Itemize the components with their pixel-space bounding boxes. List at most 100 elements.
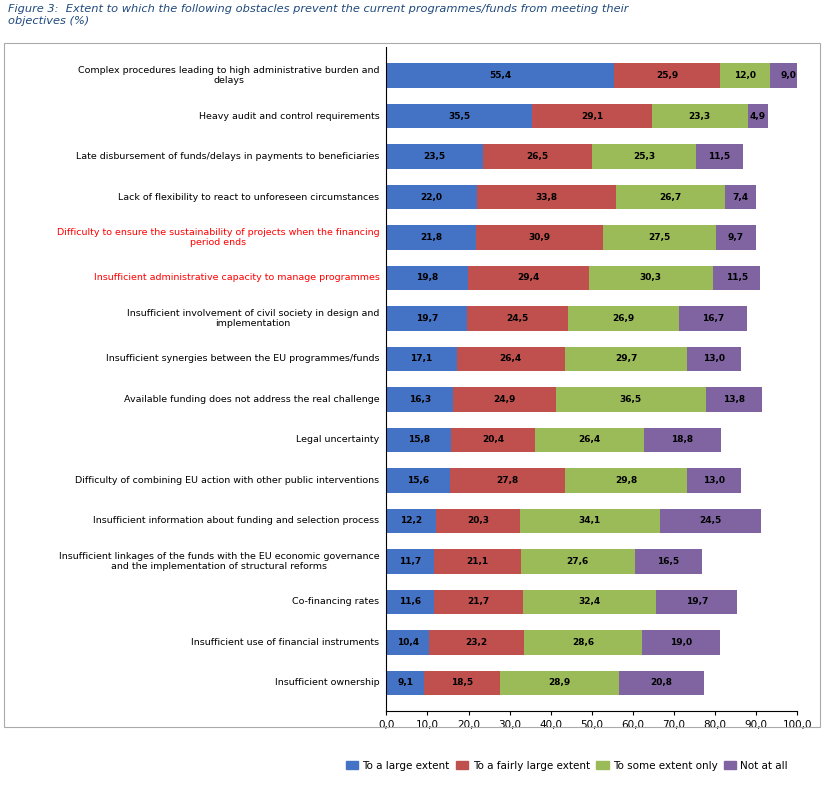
Bar bbox=[652, 104, 747, 128]
Bar bbox=[500, 670, 618, 695]
Text: 55,4: 55,4 bbox=[489, 71, 511, 80]
Bar bbox=[386, 145, 483, 169]
Bar bbox=[386, 509, 436, 533]
Bar bbox=[386, 64, 614, 88]
Bar bbox=[556, 387, 705, 412]
Text: 11,6: 11,6 bbox=[399, 597, 421, 607]
Bar bbox=[451, 428, 535, 452]
Bar bbox=[386, 226, 476, 250]
Bar bbox=[434, 549, 521, 574]
Text: Lack of flexibility to react to unforeseen circumstances: Lack of flexibility to react to unforese… bbox=[118, 193, 380, 201]
Text: 29,4: 29,4 bbox=[517, 274, 539, 282]
Bar bbox=[386, 104, 532, 128]
Bar bbox=[568, 307, 678, 331]
Bar bbox=[429, 630, 524, 655]
Text: Complex procedures leading to high administrative burden and
delays: Complex procedures leading to high admin… bbox=[78, 66, 380, 85]
Bar bbox=[424, 670, 500, 695]
Text: 36,5: 36,5 bbox=[620, 395, 642, 404]
Text: 20,8: 20,8 bbox=[650, 678, 672, 688]
Bar bbox=[725, 185, 756, 209]
Text: Insufficient use of financial instruments: Insufficient use of financial instrument… bbox=[192, 638, 380, 647]
Bar bbox=[436, 509, 520, 533]
Bar bbox=[532, 104, 652, 128]
Bar bbox=[521, 549, 635, 574]
Bar bbox=[716, 226, 755, 250]
Text: 26,4: 26,4 bbox=[578, 435, 601, 445]
Bar bbox=[747, 104, 768, 128]
Bar bbox=[468, 266, 589, 290]
Text: 26,4: 26,4 bbox=[500, 354, 522, 363]
Text: Figure 3:  Extent to which the following obstacles prevent the current programme: Figure 3: Extent to which the following … bbox=[8, 4, 629, 25]
Text: Insufficient linkages of the funds with the EU economic governance
and the imple: Insufficient linkages of the funds with … bbox=[58, 552, 380, 571]
Bar bbox=[535, 428, 644, 452]
Bar bbox=[616, 185, 725, 209]
Bar bbox=[524, 630, 642, 655]
Text: 22,0: 22,0 bbox=[421, 193, 442, 201]
Bar bbox=[769, 64, 807, 88]
Text: 33,8: 33,8 bbox=[535, 193, 557, 201]
Text: 19,8: 19,8 bbox=[416, 274, 438, 282]
Text: 4,9: 4,9 bbox=[750, 112, 766, 120]
Text: 9,1: 9,1 bbox=[397, 678, 413, 688]
Text: 20,3: 20,3 bbox=[467, 516, 489, 526]
Bar bbox=[386, 185, 477, 209]
Text: 29,1: 29,1 bbox=[581, 112, 603, 120]
Text: 27,5: 27,5 bbox=[649, 233, 671, 242]
Text: Insufficient ownership: Insufficient ownership bbox=[275, 678, 380, 688]
Text: 25,3: 25,3 bbox=[633, 152, 655, 161]
Bar bbox=[687, 468, 741, 493]
Text: 13,8: 13,8 bbox=[723, 395, 745, 404]
Text: 21,1: 21,1 bbox=[467, 557, 489, 566]
Text: 11,7: 11,7 bbox=[399, 557, 422, 566]
Bar bbox=[520, 509, 660, 533]
Text: Late disbursement of funds/delays in payments to beneficiaries: Late disbursement of funds/delays in pay… bbox=[76, 152, 380, 161]
Bar bbox=[477, 185, 616, 209]
Text: Difficulty of combining EU action with other public interventions: Difficulty of combining EU action with o… bbox=[76, 476, 380, 485]
Bar bbox=[457, 347, 565, 371]
Text: 23,3: 23,3 bbox=[689, 112, 711, 120]
Bar bbox=[603, 226, 716, 250]
Text: 19,7: 19,7 bbox=[416, 314, 438, 323]
Bar bbox=[386, 468, 450, 493]
Text: 30,9: 30,9 bbox=[529, 233, 551, 242]
Text: 15,8: 15,8 bbox=[408, 435, 430, 445]
Text: 12,2: 12,2 bbox=[400, 516, 423, 526]
Bar bbox=[467, 307, 568, 331]
Text: 23,5: 23,5 bbox=[423, 152, 446, 161]
Text: Insufficient involvement of civil society in design and
implementation: Insufficient involvement of civil societ… bbox=[127, 309, 380, 329]
Bar bbox=[386, 266, 468, 290]
Bar bbox=[618, 670, 704, 695]
Text: 15,6: 15,6 bbox=[408, 476, 429, 485]
Text: 19,7: 19,7 bbox=[686, 597, 708, 607]
Bar bbox=[635, 549, 702, 574]
Text: 9,0: 9,0 bbox=[780, 71, 797, 80]
Bar bbox=[450, 468, 565, 493]
Bar bbox=[523, 590, 656, 614]
Bar bbox=[454, 387, 556, 412]
Text: 29,7: 29,7 bbox=[615, 354, 637, 363]
Text: 26,9: 26,9 bbox=[612, 314, 635, 323]
Text: 17,1: 17,1 bbox=[410, 354, 432, 363]
Text: 11,5: 11,5 bbox=[709, 152, 731, 161]
Bar bbox=[483, 145, 592, 169]
Text: 32,4: 32,4 bbox=[579, 597, 601, 607]
Bar bbox=[386, 347, 457, 371]
Bar bbox=[656, 590, 737, 614]
Text: 29,8: 29,8 bbox=[615, 476, 637, 485]
Text: 11,5: 11,5 bbox=[726, 274, 748, 282]
Bar bbox=[565, 468, 687, 493]
Text: 34,1: 34,1 bbox=[579, 516, 601, 526]
Text: 28,9: 28,9 bbox=[548, 678, 570, 688]
Text: 21,8: 21,8 bbox=[420, 233, 442, 242]
Text: Insufficient administrative capacity to manage programmes: Insufficient administrative capacity to … bbox=[94, 274, 380, 282]
Bar bbox=[614, 64, 720, 88]
Text: 18,8: 18,8 bbox=[672, 435, 693, 445]
Text: 12,0: 12,0 bbox=[734, 71, 756, 80]
Text: 26,5: 26,5 bbox=[526, 152, 548, 161]
Bar bbox=[695, 145, 743, 169]
Text: 9,7: 9,7 bbox=[727, 233, 744, 242]
Bar bbox=[386, 590, 434, 614]
Text: 10,4: 10,4 bbox=[397, 638, 418, 647]
Bar bbox=[705, 387, 763, 412]
Text: Legal uncertainty: Legal uncertainty bbox=[296, 435, 380, 445]
